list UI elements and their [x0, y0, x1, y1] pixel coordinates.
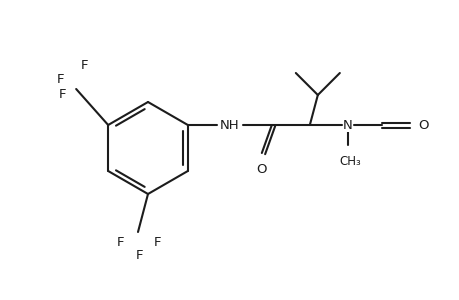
Text: NH: NH [219, 118, 239, 131]
Text: O: O [256, 163, 267, 176]
Text: F: F [154, 236, 161, 248]
Text: F: F [136, 249, 143, 262]
Text: O: O [417, 118, 427, 131]
Text: F: F [80, 59, 88, 72]
Text: F: F [59, 88, 66, 100]
Text: CH₃: CH₃ [338, 155, 360, 168]
Text: F: F [56, 73, 64, 85]
Text: F: F [116, 236, 124, 248]
Text: N: N [342, 118, 352, 131]
